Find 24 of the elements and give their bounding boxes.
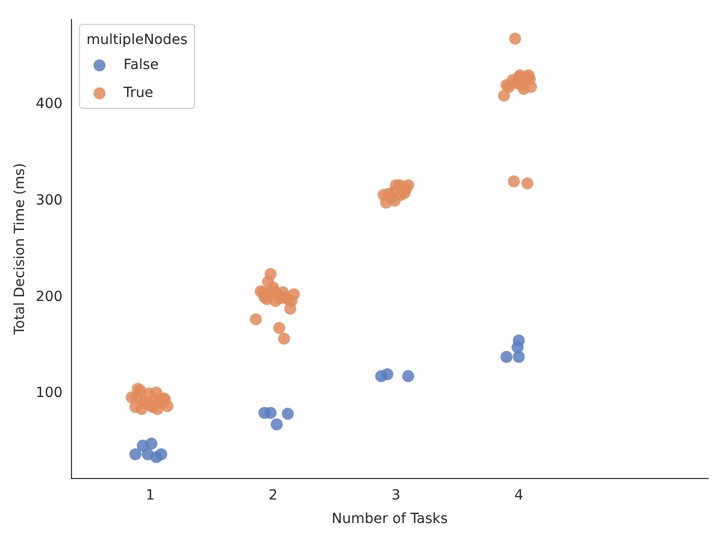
x-tick-label: 3 — [391, 487, 400, 504]
point — [512, 334, 525, 347]
point — [129, 448, 142, 460]
point — [264, 406, 277, 419]
point — [145, 438, 158, 450]
x-tick-label: 2 — [268, 487, 278, 504]
legend-label: False — [124, 57, 159, 74]
y-tick-label: 300 — [36, 192, 63, 208]
x-axis-title: Number of Tasks — [332, 511, 448, 528]
x-tick-label: 4 — [514, 487, 524, 504]
point — [270, 418, 283, 430]
legend-title: multipleNodes — [86, 32, 188, 48]
point — [500, 350, 512, 363]
point — [402, 370, 414, 382]
y-tick-label: 100 — [36, 385, 63, 402]
y-axis-title: Total Decision Time (ms) — [12, 163, 28, 336]
y-tick-label: 400 — [36, 96, 63, 112]
legend-label: True — [122, 85, 154, 102]
point — [150, 451, 162, 464]
point — [381, 368, 394, 380]
point — [282, 408, 294, 420]
y-tick-label: 200 — [36, 288, 63, 305]
x-tick-label: 1 — [146, 487, 155, 504]
point — [512, 350, 525, 363]
